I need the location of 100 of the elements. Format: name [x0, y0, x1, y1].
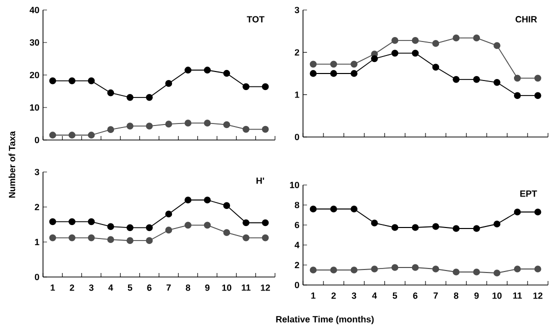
point: [412, 264, 419, 271]
point: [88, 218, 95, 226]
y-tick-label: 2: [294, 262, 300, 268]
point: [473, 34, 480, 42]
point: [68, 132, 76, 139]
x-tick-label: 8: [186, 284, 190, 291]
point: [165, 80, 172, 87]
chart-title: EPT: [520, 190, 538, 197]
y-tick-label: 3: [294, 6, 300, 14]
x-tick-label: 8: [454, 292, 458, 299]
point: [310, 60, 317, 68]
x-tick-label: 11: [513, 292, 522, 299]
point: [452, 225, 460, 232]
point: [452, 76, 460, 83]
point: [49, 77, 56, 84]
point: [412, 50, 419, 57]
point: [242, 83, 250, 90]
point: [223, 70, 230, 77]
x-tick-label: 6: [413, 292, 418, 299]
point: [514, 266, 521, 272]
x-tick-label: 3: [352, 292, 356, 299]
point: [88, 234, 95, 242]
y-tick-label: 4: [294, 242, 300, 248]
point: [107, 126, 114, 134]
point: [330, 70, 338, 77]
y-tick-label: 40: [30, 6, 40, 14]
y-tick-label: 0: [34, 274, 40, 280]
point: [514, 208, 521, 216]
point: [473, 76, 480, 83]
point: [204, 120, 211, 127]
point: [350, 70, 358, 77]
x-tick-label: 6: [147, 284, 152, 291]
point: [223, 202, 230, 210]
point: [350, 60, 358, 68]
point: [262, 83, 269, 90]
x-tick-label: 11: [242, 284, 250, 291]
x-tick-label: 12: [533, 292, 542, 299]
y-tick-label: 2: [294, 49, 300, 56]
y-tick-label: 1: [295, 92, 300, 98]
x-tick-label: 7: [166, 284, 171, 291]
point: [165, 120, 172, 128]
point: [88, 77, 95, 84]
y-axis-title: Number of Taxa: [8, 131, 16, 198]
point: [204, 66, 211, 74]
point: [146, 237, 153, 244]
point: [165, 210, 172, 218]
point: [534, 74, 542, 82]
x-tick-label: 5: [392, 292, 398, 299]
x-tick-label: 4: [372, 292, 377, 299]
point: [412, 224, 419, 231]
x-tick-label: 10: [222, 284, 232, 291]
x-tick-label: 9: [205, 284, 210, 291]
point: [514, 74, 521, 82]
x-tick-label: 2: [331, 292, 336, 299]
point: [146, 94, 153, 101]
point: [184, 120, 192, 127]
point: [88, 132, 95, 139]
point: [242, 234, 250, 242]
y-tick-label: 8: [294, 202, 300, 208]
point: [204, 196, 211, 204]
point: [473, 225, 480, 232]
y-tick-label: 10: [290, 182, 300, 188]
point: [107, 236, 114, 243]
point: [514, 92, 521, 99]
point: [126, 224, 134, 232]
text: TOT: [246, 16, 264, 22]
point: [49, 234, 56, 242]
x-tick-label: 5: [128, 284, 132, 291]
point: [262, 126, 269, 133]
point: [310, 266, 317, 274]
point: [432, 266, 440, 272]
point: [68, 234, 76, 242]
x-tick-label: 9: [474, 292, 479, 299]
point: [494, 78, 500, 86]
point: [242, 219, 250, 226]
x-tick-label: 1: [50, 284, 55, 291]
point: [310, 70, 317, 77]
point: [262, 234, 269, 242]
point: [371, 266, 378, 272]
point: [184, 66, 192, 74]
point: [184, 196, 192, 204]
y-tick-label: 30: [30, 39, 40, 46]
point: [223, 121, 230, 128]
x-axis-title: Relative Time (months): [276, 316, 374, 324]
x-tick-label: 7: [434, 292, 438, 299]
point: [184, 222, 192, 229]
point: [412, 37, 419, 44]
point: [204, 222, 211, 229]
point: [242, 126, 250, 133]
point: [534, 92, 542, 99]
point: [432, 40, 440, 47]
point: [126, 122, 134, 130]
point: [432, 64, 440, 71]
point: [432, 223, 440, 230]
point: [68, 218, 76, 226]
point: [262, 219, 269, 226]
point: [126, 237, 134, 244]
point: [494, 220, 500, 228]
point: [494, 42, 500, 49]
point: [350, 206, 358, 212]
